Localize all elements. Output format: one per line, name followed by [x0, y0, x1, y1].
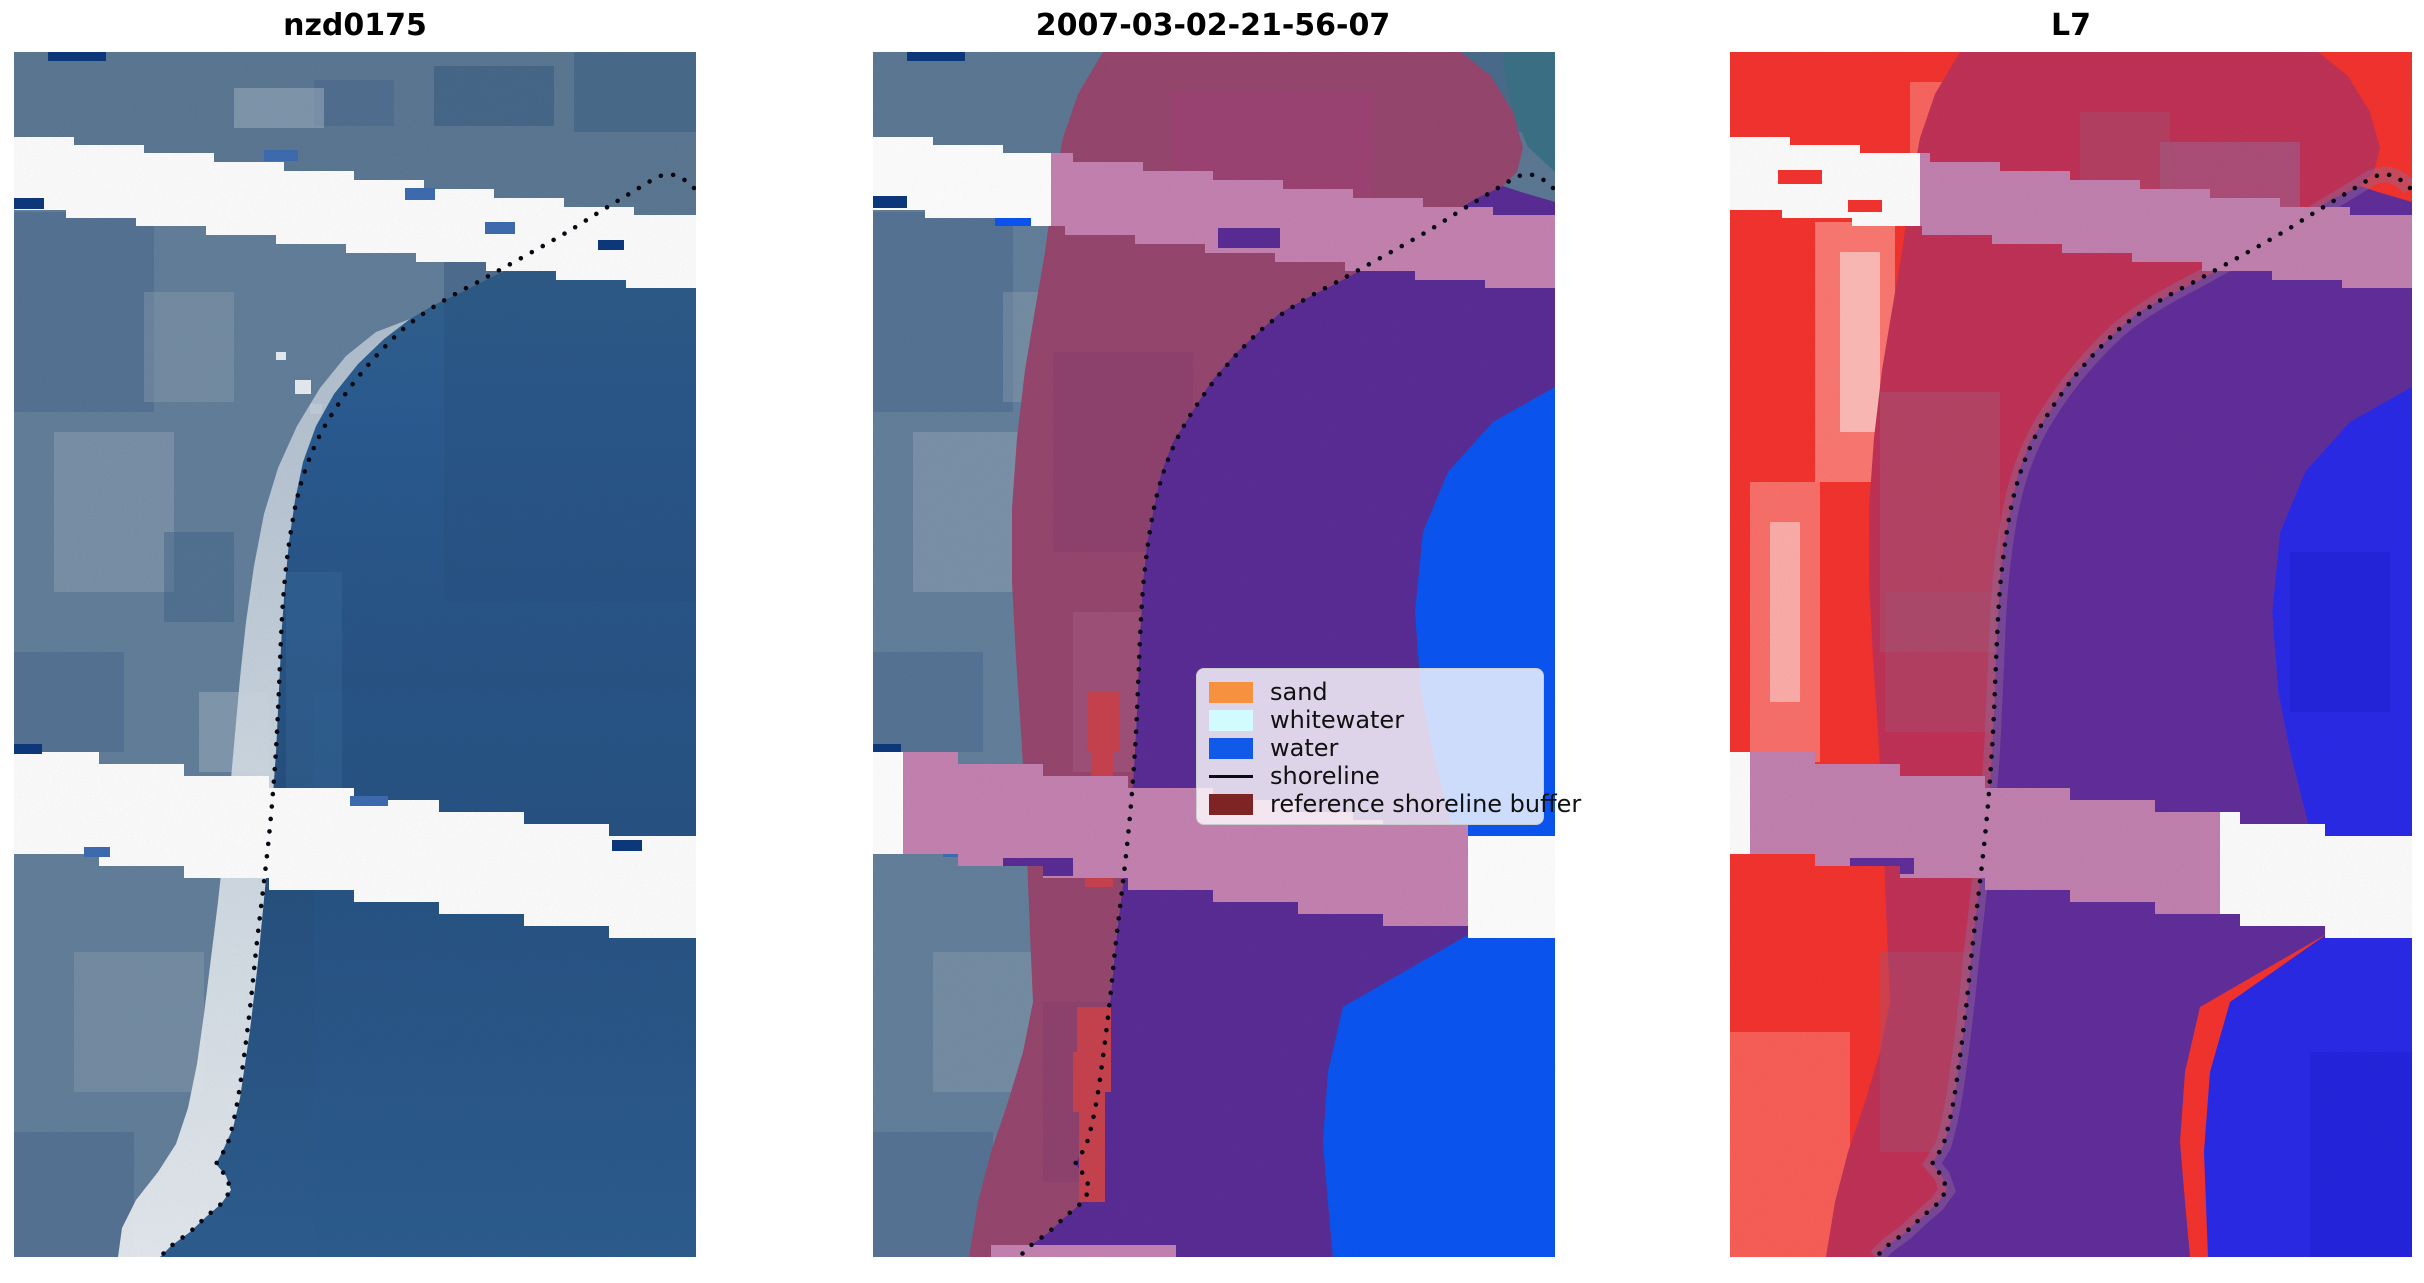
whitewater-swatch: [1209, 709, 1253, 731]
legend-label: water: [1270, 734, 1339, 762]
legend-item-sand: sand: [1209, 678, 1543, 706]
panel-classified: [873, 52, 1555, 1257]
panel-title-satellite: L7: [2051, 8, 2091, 43]
panel-title-rgb: nzd0175: [283, 8, 427, 43]
sand-swatch: [1209, 681, 1253, 703]
legend-label: shoreline: [1270, 762, 1380, 790]
legend-item-reference-buffer: reference shoreline buffer: [1209, 790, 1581, 818]
panel-title-classified: 2007-03-02-21-56-07: [1035, 8, 1391, 43]
legend-label: sand: [1270, 678, 1328, 706]
legend: sand whitewater water shoreline referenc…: [1196, 668, 1581, 825]
legend-label: whitewater: [1270, 706, 1405, 734]
legend-item-shoreline: shoreline: [1209, 762, 1543, 790]
grain-overlay: [14, 52, 696, 1257]
water-swatch: [1209, 737, 1253, 759]
panel-rgb: [14, 52, 696, 1257]
shoreline-swatch: [1209, 774, 1253, 778]
panel-satellite: [1730, 52, 2412, 1257]
legend-label: reference shoreline buffer: [1270, 790, 1582, 818]
legend-item-water: water: [1209, 734, 1543, 762]
legend-item-whitewater: whitewater: [1209, 706, 1543, 734]
reference-buffer-swatch: [1209, 793, 1253, 815]
